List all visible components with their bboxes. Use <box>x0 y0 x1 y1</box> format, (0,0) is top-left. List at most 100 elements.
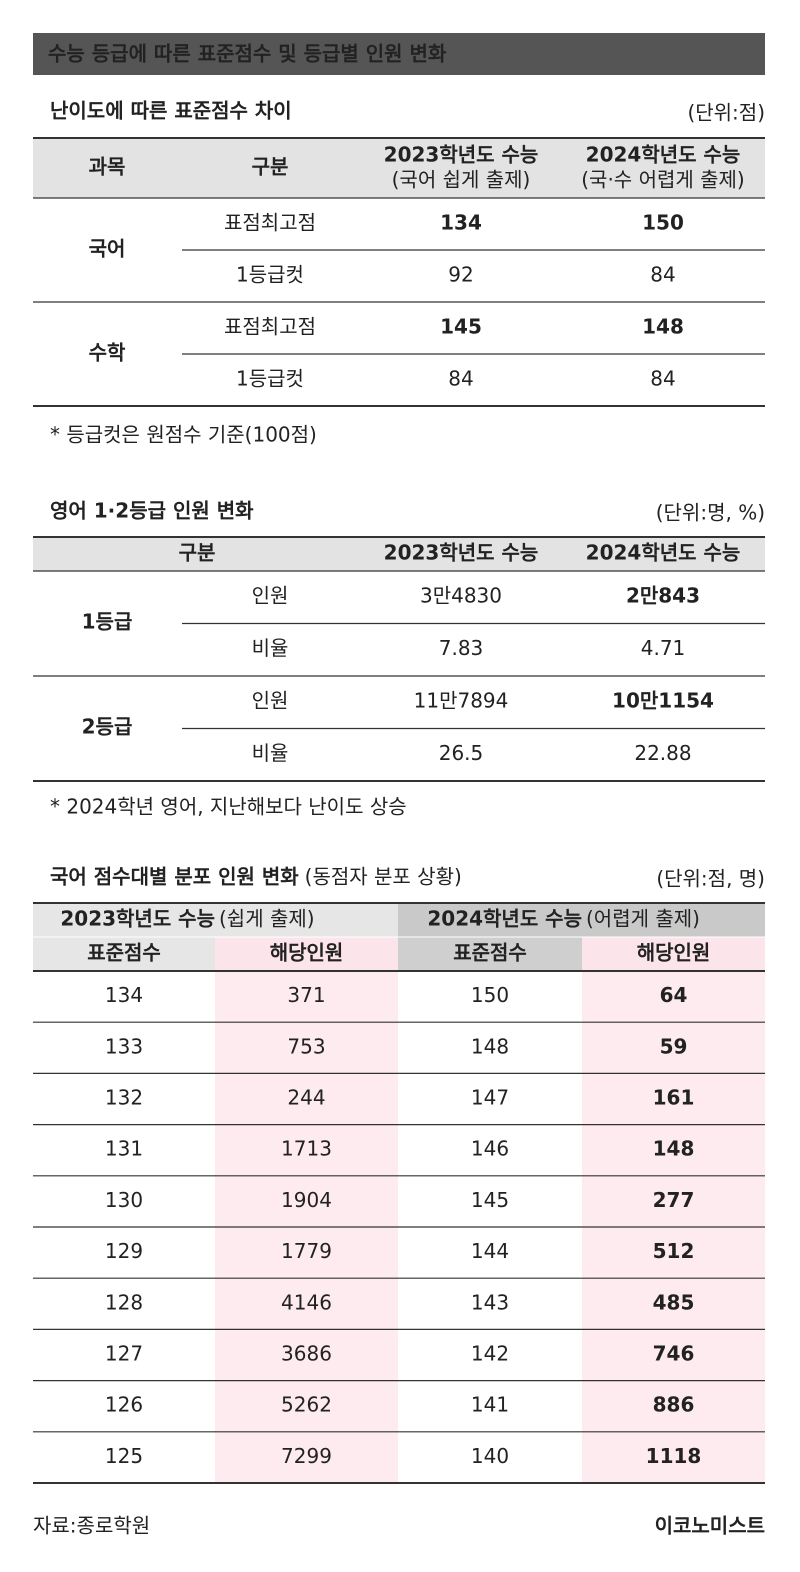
cell-value: 244 <box>287 1086 325 1110</box>
subject: 수학 <box>89 341 126 365</box>
cell-value: 144 <box>471 1239 509 1263</box>
cell-value: 128 <box>105 1290 143 1314</box>
row-label: 인원 <box>252 689 289 713</box>
column-header: 표준점수 <box>453 941 527 965</box>
grade: 2등급 <box>82 715 133 739</box>
row-label: 비율 <box>252 741 289 765</box>
cell-value: 148 <box>653 1137 695 1161</box>
cell-value: 753 <box>287 1034 325 1058</box>
column-header: 해당인원 <box>637 941 711 965</box>
group-note: (어렵게 출제) <box>586 907 700 931</box>
cell-value: 146 <box>471 1137 509 1161</box>
brand: 이코노미스트 <box>655 1514 765 1538</box>
cell-value: 1904 <box>281 1188 332 1212</box>
column-header-bg <box>33 937 215 971</box>
cell-value: 886 <box>653 1393 695 1417</box>
column-header: 구분 <box>252 155 289 179</box>
table-header <box>33 537 765 571</box>
cell-value: 5262 <box>281 1393 332 1417</box>
section-title: 난이도에 따른 표준점수 차이 <box>50 99 292 123</box>
cell-value: 92 <box>448 263 473 287</box>
cell-value: 134 <box>105 983 143 1007</box>
page-title: 수능 등급에 따른 표준점수 및 등급별 인원 변화 <box>48 42 447 66</box>
source: 자료:종로학원 <box>33 1514 150 1538</box>
cell-value: 84 <box>650 263 675 287</box>
row-label: 1등급컷 <box>236 367 304 391</box>
column-header: 과목 <box>89 155 126 179</box>
cell-value: 141 <box>471 1393 509 1417</box>
subject: 국어 <box>89 237 126 261</box>
cell-value: 161 <box>653 1086 695 1110</box>
cell-value: 148 <box>471 1034 509 1058</box>
cell-value: 134 <box>440 211 482 235</box>
cell-value: 1118 <box>646 1444 702 1468</box>
cell-value: 3만4830 <box>420 584 502 608</box>
row-label: 1등급컷 <box>236 263 304 287</box>
cell-value: 4146 <box>281 1290 332 1314</box>
column-header: 구분 <box>179 541 216 565</box>
column-header-bg <box>215 937 398 971</box>
cell-value: 10만1154 <box>612 689 714 713</box>
cell-value: 140 <box>471 1444 509 1468</box>
cell-value: 3686 <box>281 1342 332 1366</box>
cell-value: 142 <box>471 1342 509 1366</box>
cell-value: 512 <box>653 1239 695 1263</box>
row-label: 비율 <box>252 636 289 660</box>
cell-value: 127 <box>105 1342 143 1366</box>
section-subtitle: (동점자 분포 상황) <box>305 865 462 889</box>
table-header <box>33 138 765 198</box>
column-note: (국어 쉽게 출제) <box>392 168 531 192</box>
cell-value: 145 <box>471 1188 509 1212</box>
cell-value: 485 <box>653 1290 695 1314</box>
cell-value: 129 <box>105 1239 143 1263</box>
cell-value: 746 <box>653 1342 695 1366</box>
cell-value: 1713 <box>281 1137 332 1161</box>
cell-value: 64 <box>660 983 688 1007</box>
section-title: 국어 점수대별 분포 인원 변화 <box>50 865 299 889</box>
row-label: 인원 <box>252 584 289 608</box>
cell-value: 133 <box>105 1034 143 1058</box>
cell-value: 126 <box>105 1393 143 1417</box>
column-header: 2023학년도 수능 <box>384 143 539 167</box>
group-header <box>398 903 765 937</box>
cell-value: 59 <box>660 1034 688 1058</box>
title-bar <box>33 33 765 75</box>
cell-value: 7299 <box>281 1444 332 1468</box>
grade: 1등급 <box>82 610 133 634</box>
cell-value: 148 <box>642 315 684 339</box>
cell-value: 26.5 <box>439 741 484 765</box>
row-label: 표점최고점 <box>224 211 316 235</box>
group-header <box>33 903 398 937</box>
cell-value: 11만7894 <box>414 689 509 713</box>
unit: (단위:명, %) <box>656 501 765 525</box>
cell-value: 84 <box>448 367 473 391</box>
group-note: (쉽게 출제) <box>219 907 315 931</box>
cell-value: 1779 <box>281 1239 332 1263</box>
cell-value: 125 <box>105 1444 143 1468</box>
cell-value: 143 <box>471 1290 509 1314</box>
column-header: 표준점수 <box>87 941 161 965</box>
unit: (단위:점, 명) <box>656 867 765 891</box>
column-header: 2024학년도 수능 <box>586 143 741 167</box>
cell-value: 277 <box>653 1188 695 1212</box>
cell-value: 130 <box>105 1188 143 1212</box>
cell-value: 22.88 <box>634 741 691 765</box>
cell-value: 7.83 <box>439 636 484 660</box>
column-header-bg <box>398 937 582 971</box>
cell-value: 132 <box>105 1086 143 1110</box>
row-label: 표점최고점 <box>224 315 316 339</box>
footnote: * 2024학년 영어, 지난해보다 난이도 상승 <box>50 795 407 819</box>
unit: (단위:점) <box>687 101 765 125</box>
cell-value: 131 <box>105 1137 143 1161</box>
section-title: 영어 1·2등급 인원 변화 <box>50 499 254 523</box>
column-header-bg <box>582 937 765 971</box>
cell-value: 145 <box>440 315 482 339</box>
column-header: 2023학년도 수능 <box>384 541 539 565</box>
cell-value: 4.71 <box>641 636 686 660</box>
cell-value: 2만843 <box>626 584 700 608</box>
cell-value: 84 <box>650 367 675 391</box>
footnote: * 등급컷은 원점수 기준(100점) <box>50 423 317 447</box>
cell-value: 147 <box>471 1086 509 1110</box>
